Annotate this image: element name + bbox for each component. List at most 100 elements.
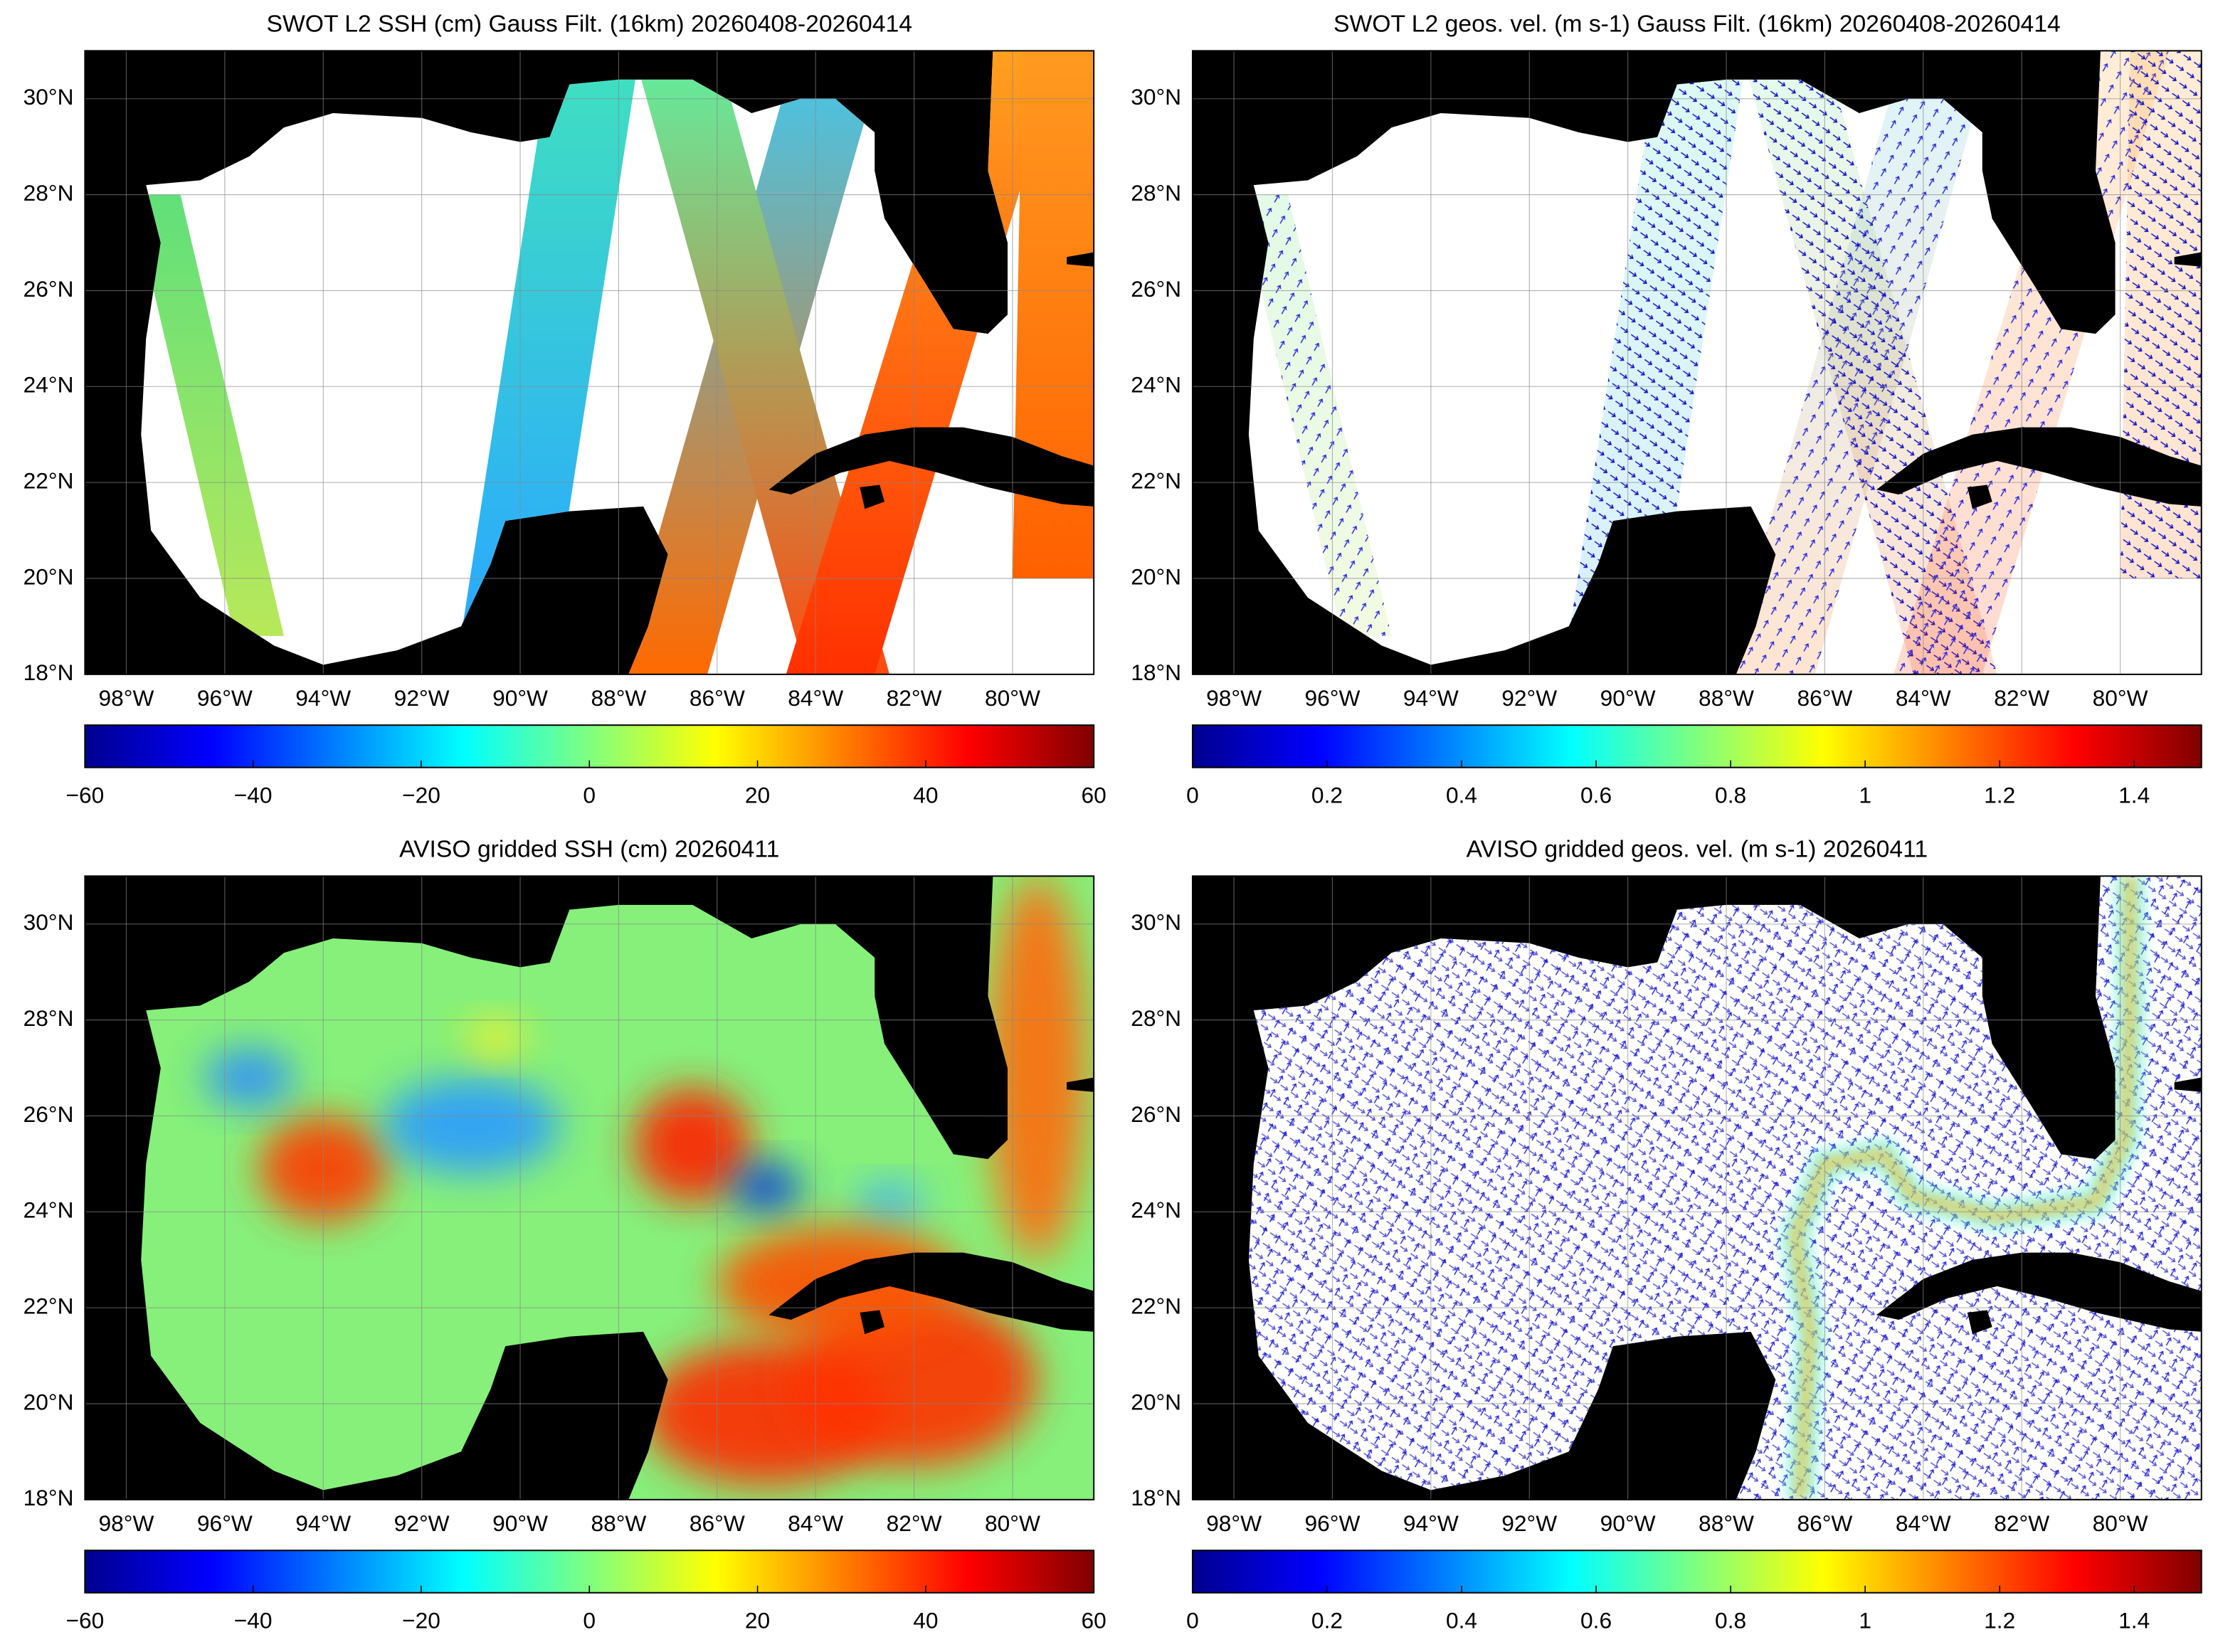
x-tick-label: 82°W (887, 1510, 942, 1536)
x-tick-label: 84°W (1896, 685, 1951, 711)
x-tick-label: 92°W (1501, 685, 1557, 711)
y-tick-label: 26°N (23, 1101, 74, 1127)
ssh-swath (461, 60, 639, 636)
panel-title: SWOT L2 SSH (cm) Gauss Filt. (16km) 2026… (267, 11, 912, 38)
map-panel (84, 875, 1095, 1500)
x-tick-label: 98°W (1206, 685, 1262, 711)
land (1067, 1077, 1094, 1092)
y-tick-label: 28°N (1131, 180, 1181, 206)
ssh-field (205, 1049, 294, 1107)
map-panel (1191, 50, 2202, 675)
x-tick-label: 98°W (99, 1510, 154, 1536)
y-tick-label: 18°N (23, 660, 74, 685)
x-tick-label: 96°W (1305, 1510, 1361, 1536)
x-tick-label: 98°W (99, 685, 154, 711)
y-tick-label: 22°N (23, 468, 74, 494)
colorbar-tick-label: 20 (745, 1608, 770, 1634)
y-tick-label: 20°N (1131, 563, 1181, 589)
colorbar-tick-label: −20 (402, 783, 440, 808)
colorbar-tick-label: −60 (65, 1608, 104, 1634)
ssh-field (465, 1020, 525, 1059)
x-tick-label: 84°W (788, 685, 843, 711)
land (1967, 1310, 1992, 1335)
colorbar-tick-label: 0.2 (1311, 783, 1343, 808)
colorbar-tick-label: 20 (745, 783, 770, 808)
x-tick-label: 86°W (1797, 685, 1852, 711)
colorbar-tick-label: −60 (65, 783, 104, 808)
colorbar-tick-label: 1 (1859, 1608, 1871, 1634)
colorbar-tick-label: 0.4 (1446, 1608, 1477, 1634)
x-tick-label: 94°W (1403, 1510, 1459, 1536)
x-tick-label: 80°W (2093, 685, 2148, 711)
map-panel (84, 50, 1095, 675)
x-tick-label: 92°W (394, 685, 450, 711)
colorbar-tick-label: −40 (234, 1608, 273, 1634)
colorbar-tick-label: 0.6 (1580, 783, 1612, 808)
x-tick-label: 88°W (591, 685, 646, 711)
land (2174, 1077, 2202, 1092)
y-tick-label: 22°N (23, 1293, 74, 1319)
panel-title: AVISO gridded geos. vel. (m s-1) 2026041… (1467, 836, 1928, 863)
y-tick-label: 28°N (1131, 1005, 1181, 1031)
panel-title: SWOT L2 geos. vel. (m s-1) Gauss Filt. (… (1333, 11, 2061, 38)
x-tick-label: 92°W (1501, 1510, 1557, 1536)
y-tick-label: 26°N (23, 276, 74, 302)
x-tick-label: 82°W (887, 685, 942, 711)
x-tick-label: 80°W (2093, 1510, 2148, 1536)
colorbar-tick-label: 40 (913, 783, 938, 808)
velocity-arrows (1248, 194, 1392, 636)
ssh-swath (141, 194, 284, 636)
y-tick-label: 18°N (23, 1485, 74, 1510)
velocity-arrows (1741, 51, 1997, 674)
colorbar (1191, 1550, 2202, 1594)
map-frame (84, 50, 1095, 675)
y-tick-label: 28°N (23, 180, 74, 206)
ssh-swath (633, 51, 890, 674)
colorbar-tick-label: 0.2 (1311, 1608, 1343, 1634)
y-tick-label: 24°N (23, 372, 74, 398)
y-tick-label: 18°N (1131, 660, 1181, 685)
land (860, 485, 885, 509)
y-tick-label: 30°N (1131, 84, 1181, 110)
x-tick-label: 82°W (1994, 1510, 2049, 1536)
colorbar-tick-label: 60 (1082, 1608, 1106, 1634)
map-panel (1191, 875, 2202, 1500)
x-tick-label: 80°W (985, 685, 1040, 711)
colorbar-tick-label: 0.6 (1580, 1608, 1612, 1634)
velocity-arrows (1568, 60, 1746, 636)
x-tick-label: 90°W (492, 685, 548, 711)
colorbar-tick-label: 0.4 (1446, 783, 1477, 808)
map-frame (84, 875, 1095, 1500)
map-frame (1191, 875, 2202, 1500)
colorbar (1191, 724, 2202, 768)
land (860, 1310, 885, 1335)
x-tick-label: 96°W (197, 1510, 253, 1536)
ssh-field (855, 1182, 924, 1222)
x-tick-label: 84°W (1896, 1510, 1951, 1536)
x-tick-label: 90°W (492, 1510, 548, 1536)
colorbar-tick-label: −20 (402, 1608, 440, 1634)
land (1967, 485, 1992, 509)
x-tick-label: 86°W (690, 1510, 745, 1536)
y-tick-label: 26°N (1131, 276, 1181, 302)
map-body (1192, 51, 2202, 674)
colorbar-tick-label: 1.4 (2118, 783, 2150, 808)
x-tick-label: 92°W (394, 1510, 450, 1536)
y-tick-label: 24°N (1131, 372, 1181, 398)
y-tick-label: 18°N (1131, 1485, 1181, 1510)
y-tick-label: 30°N (23, 84, 74, 110)
x-tick-label: 86°W (690, 685, 745, 711)
current (1789, 876, 2136, 1500)
colorbar-tick-label: 0 (1186, 783, 1199, 808)
colorbar-tick-label: −40 (234, 783, 273, 808)
ssh-field (731, 1163, 801, 1212)
x-tick-label: 90°W (1600, 1510, 1656, 1536)
y-tick-label: 26°N (1131, 1101, 1181, 1127)
y-tick-label: 30°N (23, 909, 74, 935)
x-tick-label: 88°W (1699, 1510, 1754, 1536)
colorbar-tick-label: 0.8 (1715, 783, 1746, 808)
x-tick-label: 84°W (788, 1510, 843, 1536)
x-tick-label: 94°W (1403, 685, 1459, 711)
